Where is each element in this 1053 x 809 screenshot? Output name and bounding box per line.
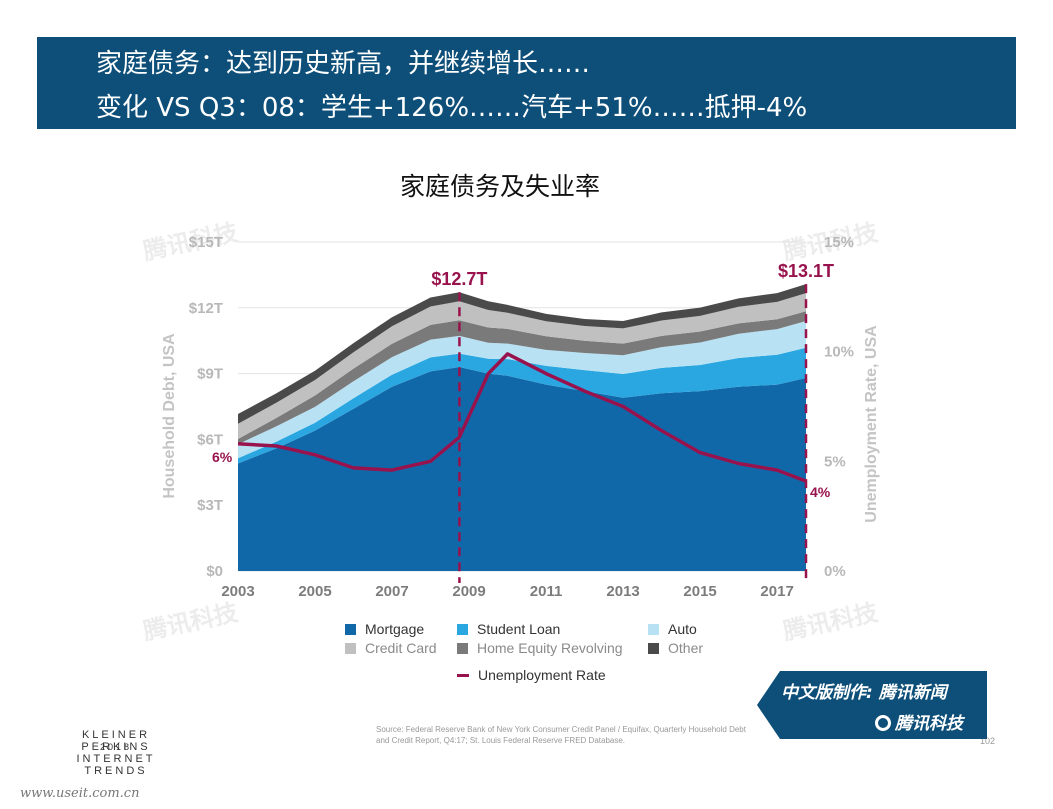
unemployment-rate-line bbox=[237, 352, 807, 483]
y-right-tick-label: 0% bbox=[824, 563, 846, 580]
y-right-tick-label: 5% bbox=[824, 453, 846, 470]
area-credit-card bbox=[238, 293, 806, 439]
site-url: www.useit.com.cn bbox=[20, 786, 140, 801]
legend-swatch bbox=[457, 642, 468, 654]
legend-item: Credit Card bbox=[345, 640, 437, 656]
legend-item: Auto bbox=[648, 621, 697, 637]
legend-swatch bbox=[457, 673, 469, 677]
annotation-label: 4% bbox=[810, 484, 831, 500]
legend-swatch bbox=[648, 623, 659, 635]
x-tick-label: 2015 bbox=[683, 583, 716, 600]
legend-item: Mortgage bbox=[345, 621, 424, 637]
legend-item: Other bbox=[648, 640, 703, 656]
y-left-tick-label: $12T bbox=[189, 300, 223, 317]
credit-line-1-text: 中文版制作: 腾讯新闻 bbox=[781, 683, 947, 703]
y-left-tick-label: $6T bbox=[197, 431, 223, 448]
area-other bbox=[238, 284, 806, 424]
legend-swatch bbox=[457, 623, 468, 635]
credit-line-1: 中文版制作: 腾讯新闻 bbox=[781, 678, 947, 703]
y-left-tick-label: $15T bbox=[189, 234, 223, 251]
legend-label: Auto bbox=[668, 621, 697, 637]
legend-item: Home Equity Revolving bbox=[457, 640, 623, 656]
area-auto bbox=[238, 321, 806, 459]
y-left-tick-label: $9T bbox=[197, 366, 223, 383]
credit-line-2-text: 腾讯科技 bbox=[895, 714, 963, 734]
y-left-tick-label: $3T bbox=[197, 497, 223, 514]
x-tick-label: 2017 bbox=[760, 583, 793, 600]
area-mortgage bbox=[238, 367, 806, 571]
x-tick-label: 2005 bbox=[298, 583, 331, 600]
banner-line-2: 变化 VS Q3：08：学生+126%……汽车+51%……抵押-4% bbox=[96, 93, 808, 123]
source-note: Source: Federal Reserve Bank of New York… bbox=[376, 725, 746, 745]
x-tick-label: 2009 bbox=[452, 583, 485, 600]
legend-label: Student Loan bbox=[477, 621, 561, 637]
x-tick-label: 2013 bbox=[606, 583, 639, 600]
brand-subtitle: INTERNET TRENDS bbox=[76, 753, 156, 777]
annotation-label: $12.7T bbox=[431, 269, 487, 289]
legend-item: Student Loan bbox=[457, 621, 560, 637]
legend-label: Home Equity Revolving bbox=[477, 640, 623, 656]
legend-label: Unemployment Rate bbox=[478, 667, 606, 683]
legend-label: Mortgage bbox=[365, 621, 425, 637]
y-right-tick-label: 10% bbox=[824, 344, 854, 361]
brand-year: 2018 bbox=[99, 742, 133, 752]
legend-swatch bbox=[345, 642, 356, 654]
annotation-label: $13.1T bbox=[778, 261, 834, 281]
legend-item: Unemployment Rate bbox=[457, 667, 606, 683]
page-number: 102 bbox=[980, 736, 996, 746]
y-axis-left-label: Household Debt, USA bbox=[161, 333, 178, 499]
legend-swatch bbox=[648, 642, 659, 654]
credit-line-2: 腾讯科技 bbox=[875, 709, 963, 734]
banner-line-1: 家庭债务：达到历史新高，并继续增长…… bbox=[96, 49, 591, 79]
header-banner: 家庭债务：达到历史新高，并继续增长…… 变化 VS Q3：08：学生+126%…… bbox=[37, 37, 1016, 129]
x-tick-label: 2011 bbox=[530, 583, 563, 600]
y-axis-right-label: Unemployment Rate, USA bbox=[863, 325, 880, 523]
y-left-tick-label: $0 bbox=[206, 563, 223, 580]
annotation-label: 6% bbox=[212, 449, 233, 465]
y-right-tick-label: 15% bbox=[824, 234, 854, 251]
brand-name: KLEINER PERKINS bbox=[81, 729, 151, 753]
legend-label: Credit Card bbox=[365, 640, 437, 656]
tencent-logo-icon bbox=[875, 715, 891, 731]
area-home-equity-revolving bbox=[238, 311, 806, 445]
area-student-loan bbox=[238, 347, 806, 464]
credit-badge: 中文版制作: 腾讯新闻 腾讯科技 bbox=[757, 671, 987, 739]
x-tick-label: 2003 bbox=[221, 583, 254, 600]
chart-title: 家庭债务及失业率 bbox=[399, 172, 600, 201]
legend-label: Other bbox=[668, 640, 704, 656]
legend-swatch bbox=[345, 623, 356, 635]
x-tick-label: 2007 bbox=[375, 583, 408, 600]
